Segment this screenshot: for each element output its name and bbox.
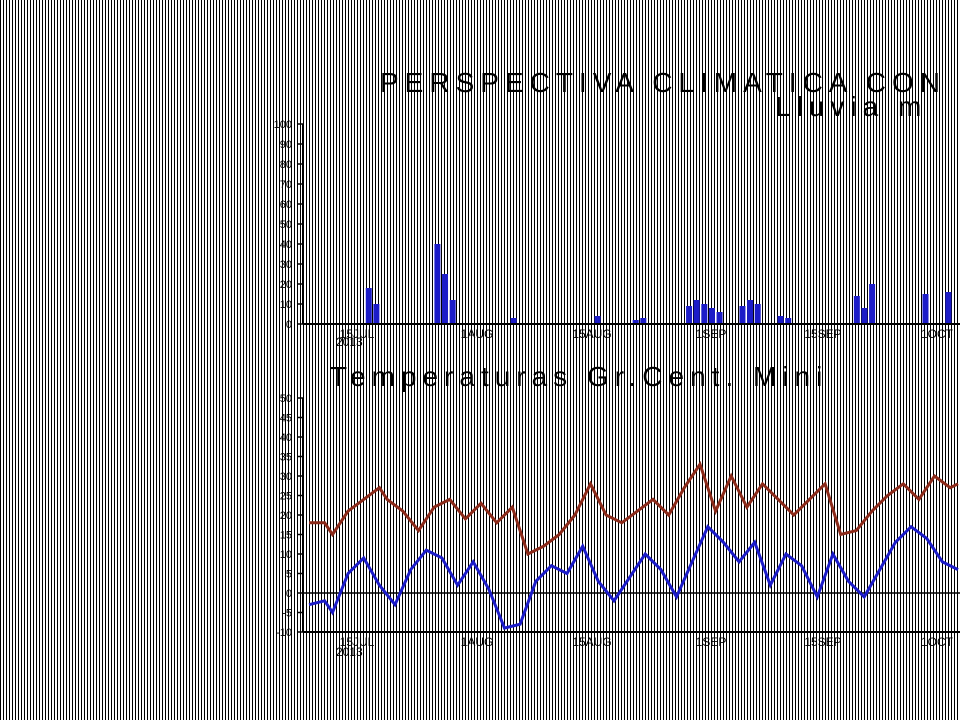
rain-x-axis: 15JUL 1AUG 15AUG 1SEP 15SEP 1OCT [340,327,954,341]
temp-x-tick-label: 1AUG [461,635,494,649]
rain-x-tick-label: 15JUL [340,327,375,341]
rain-bar [632,320,639,324]
rain-x-tick-label: 15SEP [804,327,841,341]
rain-bar [365,288,372,324]
temp-y-tick-label: 25 [280,491,292,503]
rain-y-tick-label: 100 [274,119,292,131]
rain-x-tick-label: 15AUG [572,327,611,341]
rain-bar [754,304,761,324]
temp-chart-title: Temperaturas Gr.Cent. Mini [330,361,828,392]
rain-bar [869,284,876,324]
rain-y-axis: 0 10 20 30 40 50 60 70 80 90 100 [274,119,303,331]
rain-bar [747,300,754,324]
rain-y-tick-label: 60 [280,199,292,211]
rain-bar [434,244,441,324]
rain-bars [365,244,952,324]
rain-bar [777,316,784,324]
rain-bar [739,306,746,324]
temp-y-tick-label: -5 [282,608,292,620]
temp-y-tick-label: 45 [280,413,292,425]
rain-y-tick-label: 20 [280,279,292,291]
rain-bar [701,304,708,324]
rain-y-tick-label: 80 [280,159,292,171]
temp-y-tick-label: 5 [286,569,292,581]
temp-y-tick-label: 0 [286,588,292,600]
rain-bar [716,312,723,324]
rain-bar [785,318,792,324]
rain-bar [449,300,456,324]
rain-chart: 0 10 20 30 40 50 60 70 80 90 100 15JUL 1AUG 15AUG 1SE… [274,119,960,349]
rain-bar [945,292,952,324]
temp-x-tick-label: 1SEP [696,635,727,649]
rain-bar [853,296,860,324]
rain-x-tick-label: 1SEP [696,327,727,341]
temp-x-tick-label: 1OCT [921,635,954,649]
temp-x-axis: 15JUL 1AUG 15AUG 1SEP 15SEP 1OCT [340,635,954,649]
rain-bar [708,308,715,324]
temp-y-tick-label: 15 [280,530,292,542]
rain-y-tick-label: 90 [280,139,292,151]
temp-year-label: 2013 [336,645,363,659]
rain-x-tick-label: 1OCT [921,327,954,341]
temp-y-tick-label: 40 [280,432,292,444]
temp-y-tick-label: 10 [280,549,292,561]
rain-bar [693,300,700,324]
rain-bar [861,308,868,324]
tmax-series-line [309,460,959,557]
rain-bar [686,306,693,324]
rain-bar [922,294,929,324]
rain-chart-title: PERSPECTIVA CLIMATICA CON [380,67,946,98]
temp-y-tick-label: 30 [280,471,292,483]
rain-chart-subtitle: Lluvia m [775,91,927,122]
temp-y-tick-label: 20 [280,510,292,522]
rain-y-tick-label: 40 [280,239,292,251]
temp-y-tick-label: -10 [276,627,292,639]
rain-bar [510,318,517,324]
rain-bar [442,274,449,324]
temp-y-tick-label: 35 [280,452,292,464]
rain-x-tick-label: 1AUG [461,327,494,341]
rain-y-tick-label: 30 [280,259,292,271]
temp-x-tick-label: 15AUG [572,635,611,649]
temp-x-tick-label: 15SEP [804,635,841,649]
rain-year-label: 2013 [336,335,363,349]
rain-y-tick-label: 70 [280,179,292,191]
rain-y-tick-label: 50 [280,219,292,231]
rain-y-tick-label: 0 [286,319,292,331]
rain-bar [373,304,380,324]
rain-bar [594,316,601,324]
rain-bar [640,318,647,324]
temp-x-tick-label: 15JUL [340,635,375,649]
rain-y-tick-label: 10 [280,299,292,311]
tmin-series-line [308,524,959,630]
temp-y-tick-label: 50 [280,393,292,405]
